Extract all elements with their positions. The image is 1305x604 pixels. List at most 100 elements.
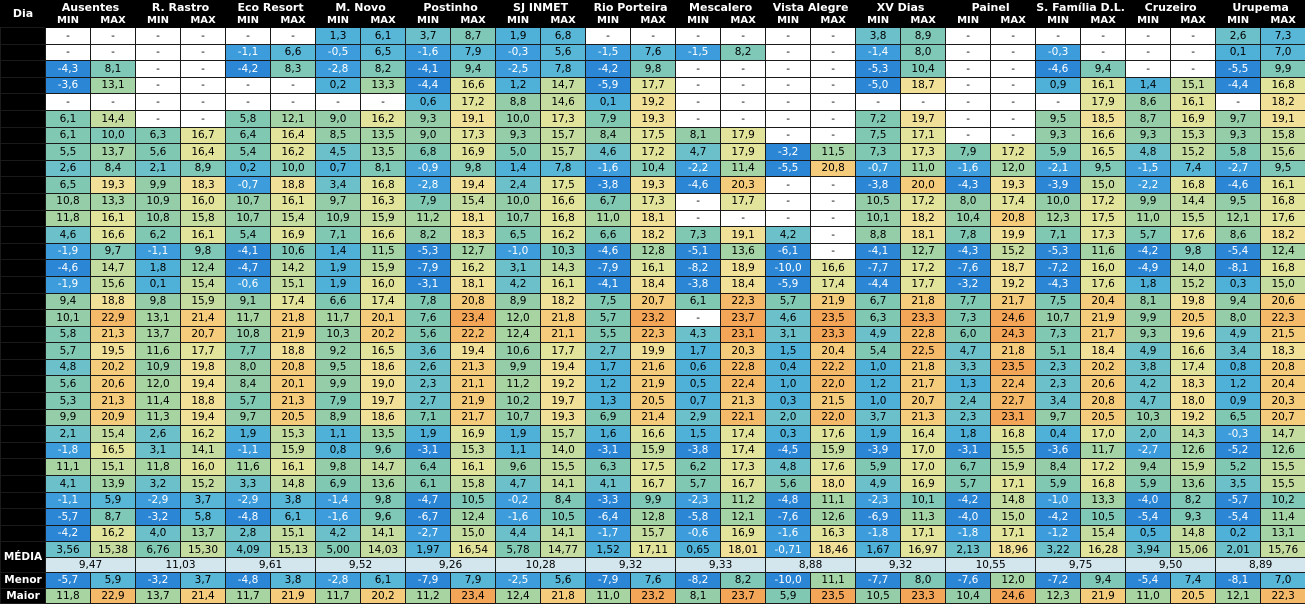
min-temp-cell: 5,3 <box>46 393 91 410</box>
max-temp-cell: 17,3 <box>451 127 496 144</box>
max-temp-cell: 20,0 <box>901 177 946 194</box>
max-temp-cell: 14,7 <box>361 459 406 476</box>
max-temp-cell: 21,8 <box>901 293 946 310</box>
max-temp-cell: 14,8 <box>1171 525 1216 542</box>
min-temp-cell: 8,5 <box>316 127 361 144</box>
min-temp-cell: -2,2 <box>676 160 721 177</box>
max-temp-cell: 17,2 <box>1081 193 1126 210</box>
max-temp-cell: 9,8 <box>451 160 496 177</box>
max-temp-cell: 12,7 <box>451 243 496 260</box>
min-temp-cell: -1,8 <box>856 525 901 542</box>
max-temp-cell: 8,4 <box>541 492 586 509</box>
min-temp-cell: 1,9 <box>226 426 271 443</box>
max-temp-cell: 15,4 <box>181 276 226 293</box>
min-temp-cell: -0,5 <box>316 44 361 61</box>
overall-average-cell: 9,61 <box>226 558 316 573</box>
day-number: 23 <box>1 393 46 410</box>
max-temp-cell: 19,3 <box>991 177 1036 194</box>
min-temp-cell: -4,3 <box>946 177 991 194</box>
max-temp-cell: 19,6 <box>1171 326 1216 343</box>
min-temp-cell: 6,7 <box>586 193 631 210</box>
min-temp-cell: 4,9 <box>856 476 901 493</box>
min-temp-cell: 4,1 <box>46 476 91 493</box>
max-temp-cell: 14,7 <box>91 260 136 277</box>
max-temp-cell: 17,1 <box>901 127 946 144</box>
max-lowest-row-cell: 6,1 <box>361 573 406 589</box>
min-highest-row-cell: 11,7 <box>226 588 271 604</box>
max-temp-cell: 9,9 <box>631 492 676 509</box>
max-temp-cell: 8,2 <box>1171 492 1216 509</box>
max-temp-cell: 15,9 <box>811 442 856 459</box>
min-temp-cell: 6,7 <box>856 293 901 310</box>
min-temp-cell: 1,8 <box>136 260 181 277</box>
min-temp-cell: -5,4 <box>1216 509 1261 526</box>
min-temp-cell: 5,6 <box>406 326 451 343</box>
min-column-header: MIN <box>1216 14 1261 28</box>
max-temp-cell: 16,1 <box>631 260 676 277</box>
min-temp-cell: -0,7 <box>226 177 271 194</box>
day-number: 29 <box>1 492 46 509</box>
max-temp-cell: 17,0 <box>901 442 946 459</box>
max-temp-cell: 20,7 <box>181 326 226 343</box>
max-temp-cell: 19,2 <box>631 94 676 111</box>
max-temp-cell: 20,6 <box>1261 293 1305 310</box>
min-temp-cell: 7,3 <box>676 227 721 244</box>
min-lowest-row-cell: -7,6 <box>946 573 991 589</box>
max-temp-cell: 18,2 <box>1261 227 1305 244</box>
max-temp-cell: - <box>91 28 136 45</box>
max-highest-row-cell: 20,2 <box>361 588 406 604</box>
min-temp-cell: 0,9 <box>1036 77 1081 94</box>
min-temp-cell: 3,7 <box>406 28 451 45</box>
day-number: 18 <box>1 310 46 327</box>
min-temp-cell: -1,6 <box>586 160 631 177</box>
min-temp-cell: 5,8 <box>226 110 271 127</box>
min-temp-cell: 2,7 <box>406 393 451 410</box>
min-temp-cell: 10,5 <box>856 193 901 210</box>
min-temp-cell: 7,1 <box>406 409 451 426</box>
max-temp-cell: 19,4 <box>181 409 226 426</box>
min-column-header: MIN <box>496 14 541 28</box>
max-temp-cell: 17,4 <box>1171 359 1216 376</box>
min-temp-cell: 10,7 <box>496 409 541 426</box>
max-temp-cell: - <box>721 110 766 127</box>
max-temp-cell: 16,6 <box>811 260 856 277</box>
day-number: 24 <box>1 409 46 426</box>
max-temp-cell: 20,6 <box>1081 376 1126 393</box>
max-temp-cell: 15,1 <box>271 525 316 542</box>
min-temp-cell: -7,9 <box>586 260 631 277</box>
max-temp-cell: 8,7 <box>91 509 136 526</box>
overall-average-cell: 11,03 <box>136 558 226 573</box>
min-temp-cell: 3,1 <box>136 442 181 459</box>
min-temp-cell: 1,0 <box>856 359 901 376</box>
min-temp-cell: -5,0 <box>856 77 901 94</box>
min-temp-cell: -3,9 <box>856 442 901 459</box>
max-temp-cell: 17,7 <box>631 77 676 94</box>
min-temp-cell: -1,5 <box>1126 160 1171 177</box>
min-temp-cell: -1,8 <box>46 442 91 459</box>
min-temp-cell: 7,5 <box>1036 293 1081 310</box>
max-temp-cell: 15,9 <box>631 442 676 459</box>
min-temp-cell: -1,2 <box>1036 525 1081 542</box>
max-temp-cell: 20,5 <box>1171 310 1216 327</box>
min-temp-cell: - <box>946 61 991 78</box>
min-temp-cell: 1,2 <box>496 77 541 94</box>
min-temp-cell: 4,2 <box>316 525 361 542</box>
min-temp-cell: - <box>1126 44 1171 61</box>
min-temp-cell: 9,1 <box>226 293 271 310</box>
max-temp-cell: 21,5 <box>1261 326 1305 343</box>
min-temp-cell: - <box>946 94 991 111</box>
min-temp-cell: 1,3 <box>316 28 361 45</box>
max-temp-cell: 17,4 <box>361 293 406 310</box>
min-temp-cell: 3,3 <box>226 476 271 493</box>
min-temp-cell: -4,2 <box>226 61 271 78</box>
min-temp-cell: -4,0 <box>946 509 991 526</box>
min-column-header: MIN <box>1036 14 1081 28</box>
max-temp-cell: 19,1 <box>1261 110 1305 127</box>
station-header-rio-porteira: Rio Porteira <box>586 0 676 14</box>
max-average-cell: 14,03 <box>361 542 406 558</box>
max-temp-cell: 20,3 <box>1261 393 1305 410</box>
max-column-header: MAX <box>1261 14 1305 28</box>
